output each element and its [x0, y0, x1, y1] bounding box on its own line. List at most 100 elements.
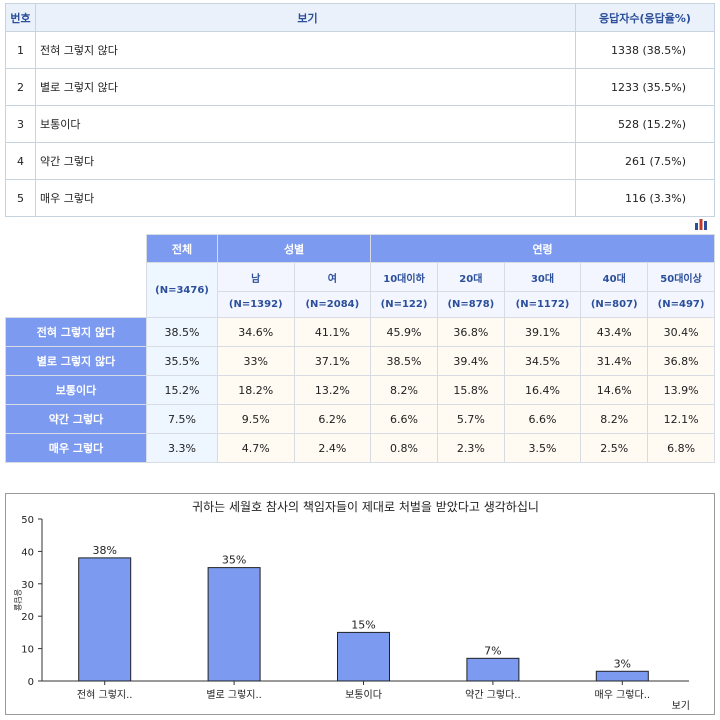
x-tick-label: 보통이다: [345, 689, 382, 701]
cell-total: 3.3%: [146, 433, 218, 463]
cell: 5.7%: [436, 404, 505, 434]
chart-title: 귀하는 세월호 참사의 책임자들이 제대로 처벌을 받았다고 생각하십니: [192, 499, 539, 514]
row-label: 약간 그렇다: [5, 404, 147, 434]
row-option: 전혀 그렇지 않다: [35, 31, 576, 69]
row-count: 528 (15.2%): [575, 105, 715, 143]
sub-header-male: 남: [217, 262, 295, 292]
bar-data-label: 35%: [222, 554, 246, 567]
cell: 2.5%: [580, 433, 649, 463]
col-header-number: 번호: [5, 3, 36, 32]
cell: 37.1%: [293, 346, 372, 376]
x-tick-label: 매우 그렇다..: [595, 688, 651, 701]
table-row: 매우 그렇다 3.3% 4.7% 2.4% 0.8% 2.3% 3.5% 2.5…: [5, 433, 715, 463]
cell: 0.8%: [370, 433, 438, 463]
row-option: 매우 그렇다: [35, 179, 576, 217]
cell-total: 38.5%: [146, 317, 218, 347]
row-number: 5: [5, 179, 36, 217]
row-count: 261 (7.5%): [575, 142, 715, 180]
cell: 13.9%: [647, 375, 715, 405]
table-row: 2 별로 그렇지 않다 1233 (35.5%): [5, 68, 715, 106]
table-row: 보통이다 15.2% 18.2% 13.2% 8.2% 15.8% 16.4% …: [5, 375, 715, 405]
bar: [207, 567, 261, 682]
x-tick-label: 별로 그렇지..: [206, 688, 262, 701]
row-count: 116 (3.3%): [575, 179, 715, 217]
cell: 13.2%: [293, 375, 372, 405]
row-count: 1233 (35.5%): [575, 68, 715, 106]
cell: 6.6%: [370, 404, 438, 434]
sub-header-40s: 40대: [580, 262, 649, 292]
row-label: 보통이다: [5, 375, 147, 405]
sub-n-30s: (N=1172): [503, 291, 582, 318]
cell: 12.1%: [647, 404, 715, 434]
x-tick-label: 전혀 그렇지..: [77, 688, 133, 701]
cell: 41.1%: [293, 317, 372, 347]
col-header-option: 보기: [35, 3, 576, 32]
cell: 6.2%: [293, 404, 372, 434]
cell: 14.6%: [580, 375, 649, 405]
row-option: 약간 그렇다: [35, 142, 576, 180]
col-header-gender: 성별: [216, 234, 372, 263]
sub-header-50plus: 50대이상: [647, 262, 715, 292]
cell: 3.5%: [503, 433, 582, 463]
col-header-age: 연령: [370, 234, 715, 263]
row-label: 별로 그렇지 않다: [5, 346, 147, 376]
row-number: 2: [5, 68, 36, 106]
col-header-total: 전체: [146, 234, 218, 263]
cell: 6.8%: [647, 433, 715, 463]
sub-n-50plus: (N=497): [647, 291, 715, 318]
response-table-header: 번호 보기 응답자수(응답율%): [5, 3, 715, 32]
crosstab-table: 전체 성별 연령 (N=3476) 남 여 10대이하 20대 30대 40대 …: [5, 234, 715, 463]
crosstab-corner: [5, 234, 147, 318]
bar: [337, 631, 390, 682]
cell: 30.4%: [647, 317, 715, 347]
row-option: 별로 그렇지 않다: [35, 68, 576, 106]
col-header-count: 응답자수(응답율%): [575, 3, 715, 32]
cell: 8.2%: [370, 375, 438, 405]
row-label: 매우 그렇다: [5, 433, 147, 463]
x-axis-label: 보기: [672, 700, 690, 712]
y-tick-label: 50: [21, 515, 34, 526]
cell: 39.1%: [503, 317, 582, 347]
cell: 8.2%: [580, 404, 649, 434]
cell-total: 35.5%: [146, 346, 218, 376]
row-number: 4: [5, 142, 36, 180]
sub-n-female: (N=2084): [293, 291, 372, 318]
bar-chart-icon[interactable]: [694, 218, 708, 230]
row-option: 보통이다: [35, 105, 576, 143]
table-row: 4 약간 그렇다 261 (7.5%): [5, 142, 715, 180]
sub-header-teens: 10대이하: [370, 262, 438, 292]
cell: 36.8%: [647, 346, 715, 376]
cell: 34.5%: [503, 346, 582, 376]
bar-chart: 귀하는 세월호 참사의 책임자들이 제대로 처벌을 받았다고 생각하십니 0 10 2…: [5, 493, 715, 715]
cell: 6.6%: [503, 404, 582, 434]
row-number: 1: [5, 31, 36, 69]
table-row: 별로 그렇지 않다 35.5% 33% 37.1% 38.5% 39.4% 34…: [5, 346, 715, 376]
total-n: (N=3476): [146, 262, 218, 318]
cell: 34.6%: [217, 317, 295, 347]
cell: 9.5%: [217, 404, 295, 434]
sub-header-female: 여: [293, 262, 372, 292]
y-tick-label: 10: [21, 645, 34, 656]
bar-data-label: 3%: [614, 657, 631, 670]
bar-data-label: 7%: [484, 644, 501, 657]
table-row: 약간 그렇다 7.5% 9.5% 6.2% 6.6% 5.7% 6.6% 8.2…: [5, 404, 715, 434]
row-count: 1338 (38.5%): [575, 31, 715, 69]
table-row: 전혀 그렇지 않다 38.5% 34.6% 41.1% 45.9% 36.8% …: [5, 317, 715, 347]
cell: 36.8%: [436, 317, 505, 347]
y-tick-label: 20: [21, 612, 34, 623]
sub-n-teens: (N=122): [370, 291, 438, 318]
cell: 33%: [217, 346, 295, 376]
table-row: 1 전혀 그렇지 않다 1338 (38.5%): [5, 31, 715, 69]
cell: 4.7%: [217, 433, 295, 463]
bar: [466, 657, 520, 682]
row-label: 전혀 그렇지 않다: [5, 317, 147, 347]
sub-n-20s: (N=878): [436, 291, 505, 318]
y-tick-label: 40: [21, 547, 34, 558]
cell-total: 7.5%: [146, 404, 218, 434]
cell: 2.3%: [436, 433, 505, 463]
sub-n-male: (N=1392): [217, 291, 295, 318]
sub-header-30s: 30대: [503, 262, 582, 292]
x-tick-label: 약간 그렇다..: [465, 688, 521, 701]
bar-chart-svg: 귀하는 세월호 참사의 책임자들이 제대로 처벌을 받았다고 생각하십니 0 10 2…: [13, 499, 690, 712]
table-row: 5 매우 그렇다 116 (3.3%): [5, 179, 715, 217]
